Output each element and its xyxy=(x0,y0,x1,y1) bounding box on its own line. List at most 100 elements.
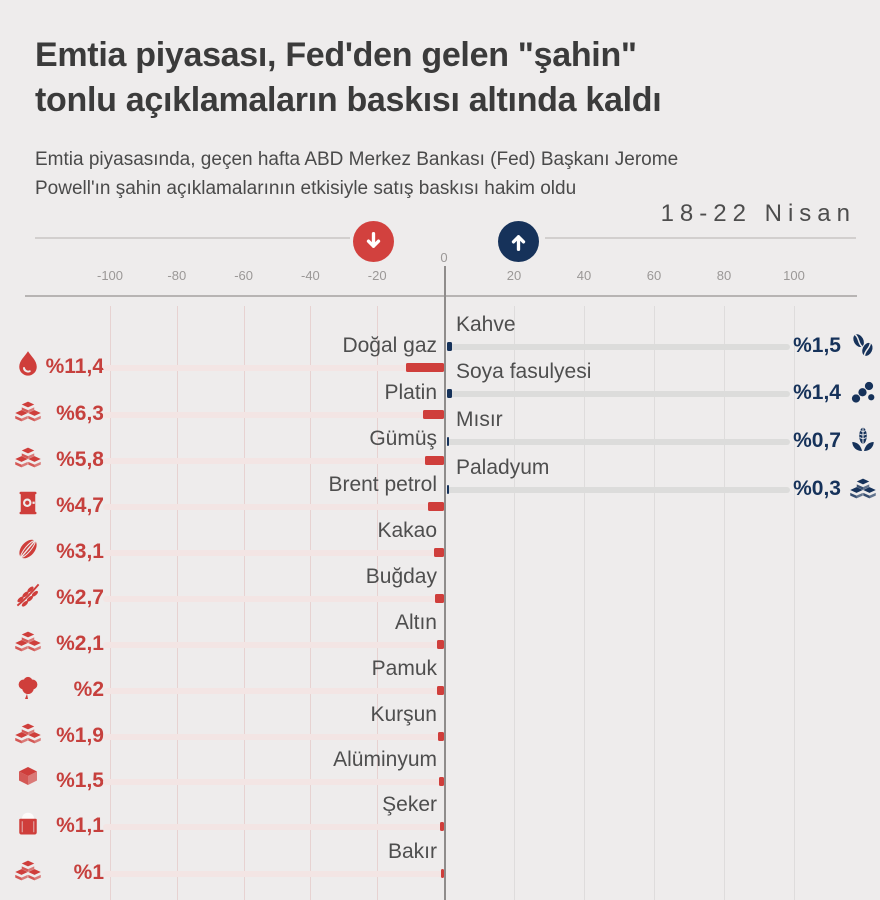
bar-decrease xyxy=(439,777,444,786)
commodity-change-value: %5,8 xyxy=(56,448,104,471)
increase-arrow-badge xyxy=(498,221,539,262)
commodity-label: Mısır xyxy=(456,408,503,431)
axis-tick-label: 60 xyxy=(646,268,662,283)
bar-decrease xyxy=(406,363,444,372)
bar-track-increase xyxy=(447,344,790,350)
axis-tick-label: -60 xyxy=(234,268,253,283)
commodity-change-value: %2,1 xyxy=(56,632,104,655)
bar-track-increase xyxy=(447,487,790,493)
commodity-label: Altın xyxy=(394,611,437,634)
commodity-change-value: %2 xyxy=(73,678,104,701)
commodity-change-value: %1,5 xyxy=(793,334,841,357)
gridline xyxy=(177,306,178,900)
sugar-sack-icon xyxy=(13,808,43,838)
arrow-down-icon xyxy=(366,232,381,248)
gridline xyxy=(377,306,378,900)
commodity-change-value: %3,1 xyxy=(56,540,104,563)
commodity-change-value: %2,7 xyxy=(56,586,104,609)
commodity-label: Şeker xyxy=(382,793,437,816)
commodity-change-value: %0,3 xyxy=(793,477,841,500)
commodity-label: Doğal gaz xyxy=(342,334,437,357)
cocoa-pod-icon xyxy=(13,534,43,564)
coffee-beans-icon xyxy=(848,330,878,360)
commodity-label: Gümüş xyxy=(369,427,437,450)
bar-track-decrease xyxy=(103,504,444,510)
soybean-icon xyxy=(848,377,878,407)
period-label: 18-22 Nisan xyxy=(660,200,856,227)
bar-track-decrease xyxy=(103,734,444,740)
oil-barrel-icon xyxy=(13,488,43,518)
corn-icon xyxy=(848,425,878,455)
page-subtitle: Emtia piyasasında, geçen hafta ABD Merke… xyxy=(35,146,825,203)
zero-axis-line xyxy=(444,266,446,900)
axis-tick-label: 0 xyxy=(440,250,448,265)
lead-ingots-icon xyxy=(13,718,43,748)
axis-tick-label: 100 xyxy=(783,268,805,283)
gridline xyxy=(724,306,725,900)
axis-tick-label: -20 xyxy=(367,268,387,283)
commodity-change-value: %1,1 xyxy=(56,814,104,837)
flame-icon xyxy=(13,349,43,379)
commodity-change-value: %4,7 xyxy=(56,494,104,517)
bar-track-decrease xyxy=(103,365,444,371)
page-title: Emtia piyasası, Fed'den gelen "şahin" to… xyxy=(35,33,845,124)
bar-track-decrease xyxy=(103,779,444,785)
arrow-up-icon xyxy=(511,235,526,251)
bar-track-decrease xyxy=(103,871,444,877)
commodity-change-value: %1,5 xyxy=(56,769,104,792)
bar-track-decrease xyxy=(103,824,444,830)
aluminum-cube-icon xyxy=(13,763,43,793)
copper-ingots-icon xyxy=(13,855,43,885)
subtitle-line-2: Powell'ın şahin açıklamalarının etkisiyl… xyxy=(35,177,577,199)
commodity-change-value: %1,9 xyxy=(56,724,104,747)
commodity-label: Platin xyxy=(384,381,437,404)
commodity-label: Buğday xyxy=(365,565,437,588)
commodity-change-value: %1,4 xyxy=(793,381,841,404)
bar-decrease xyxy=(437,686,444,695)
commodity-label: Pamuk xyxy=(371,657,437,680)
commodity-label: Bakır xyxy=(387,840,437,863)
gridline xyxy=(584,306,585,900)
axis-tick-label: 20 xyxy=(506,268,522,283)
wheat-icon xyxy=(13,580,43,610)
commodity-label: Alüminyum xyxy=(333,748,437,771)
bar-increase xyxy=(447,342,452,351)
decorative-line-left xyxy=(35,237,350,239)
bar-decrease xyxy=(435,594,444,603)
commodity-change-value: %1 xyxy=(73,861,104,884)
commodity-change-value: %11,4 xyxy=(45,355,104,378)
decrease-arrow-badge xyxy=(353,221,394,262)
gridline xyxy=(244,306,245,900)
commodity-label: Paladyum xyxy=(456,456,550,479)
commodity-change-value: %0,7 xyxy=(793,429,841,452)
bar-track-decrease xyxy=(103,688,444,694)
decorative-line-right xyxy=(545,237,856,239)
axis-tick-label: 80 xyxy=(716,268,732,283)
palladium-ingots-icon xyxy=(848,473,878,503)
gridline xyxy=(654,306,655,900)
bar-track-decrease xyxy=(103,596,444,602)
title-line-1: Emtia piyasası, Fed'den gelen "şahin" xyxy=(35,35,637,74)
commodity-label: Kahve xyxy=(456,313,516,336)
bar-track-increase xyxy=(447,391,790,397)
axis-tick-label: -40 xyxy=(300,268,320,283)
gridline xyxy=(110,306,111,900)
axis-tick-label: 40 xyxy=(576,268,592,283)
cotton-icon xyxy=(13,672,43,702)
axis-separator-line xyxy=(25,295,857,297)
gold-bars-icon xyxy=(13,626,43,656)
bar-decrease xyxy=(434,548,444,557)
gridline xyxy=(794,306,795,900)
bar-decrease xyxy=(428,502,444,511)
bar-decrease xyxy=(440,822,444,831)
bar-track-decrease xyxy=(103,550,444,556)
bar-track-decrease xyxy=(103,412,444,418)
gridline xyxy=(514,306,515,900)
bar-decrease xyxy=(425,456,444,465)
bar-increase xyxy=(447,389,452,398)
platinum-ingots-icon xyxy=(13,396,43,426)
bar-track-increase xyxy=(447,439,790,445)
bar-decrease xyxy=(441,869,444,878)
subtitle-line-1: Emtia piyasasında, geçen hafta ABD Merke… xyxy=(35,149,679,170)
